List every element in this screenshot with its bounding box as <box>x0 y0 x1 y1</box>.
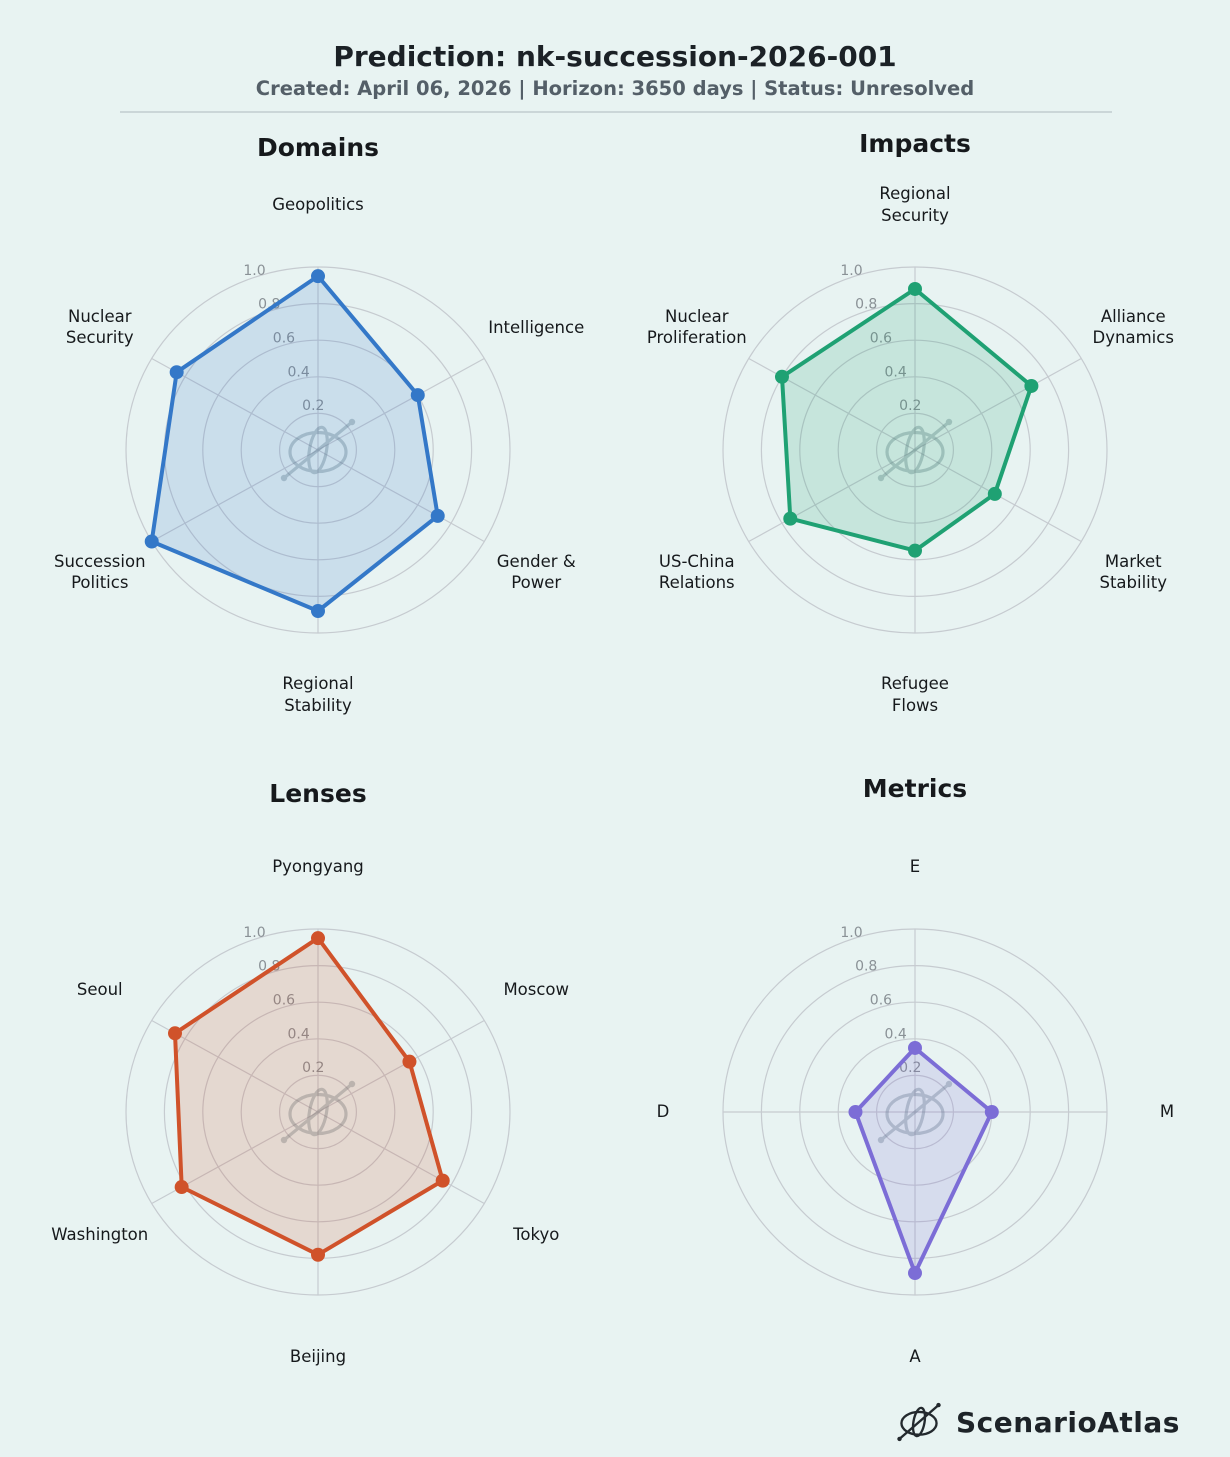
axis-label-e: E <box>909 857 921 877</box>
axis-spoke <box>317 1111 485 1205</box>
radial-tick-label: 0.2 <box>899 398 921 414</box>
axis-label-succession-politics: Succession Politics <box>53 551 146 593</box>
lenses-vertex-washington <box>174 1180 189 1195</box>
axis-spoke <box>317 449 485 543</box>
scenarioatlas-watermark-icon <box>877 418 953 482</box>
radial-tick-label: 0.2 <box>302 398 324 414</box>
axis-label-a: A <box>909 1347 921 1367</box>
radial-tick-label: 0.4 <box>287 364 309 380</box>
impacts-vertex-us-china-relations <box>783 511 798 526</box>
radial-tick-label: 0.8 <box>258 297 280 313</box>
radial-tick-label: 1.0 <box>840 263 862 279</box>
radial-tick-label: 0.2 <box>302 1060 324 1076</box>
impacts-vertex-alliance-dynamics <box>1024 378 1039 393</box>
domains-data-polygon <box>149 274 440 613</box>
axis-label-us-china-relations: US-China Relations <box>658 551 735 593</box>
radial-tick-label: 0.6 <box>273 993 295 1009</box>
scenarioatlas-watermark-icon <box>280 418 356 482</box>
axis-spoke <box>151 449 319 543</box>
radial-tick-label: 0.4 <box>884 1026 906 1042</box>
impacts-vertex-nuclear-proliferation <box>774 369 789 384</box>
axis-label-nuclear-proliferation: Nuclear Proliferation <box>646 306 747 348</box>
axis-label-alliance-dynamics: Alliance Dynamics <box>1092 306 1174 348</box>
axis-label-tokyo: Tokyo <box>513 1224 560 1244</box>
axis-label-pyongyang: Pyongyang <box>272 857 364 877</box>
radial-tick-label: 1.0 <box>243 263 265 279</box>
domains-vertex-nuclear-security <box>169 365 184 380</box>
radial-tick-label: 0.4 <box>287 1026 309 1042</box>
axis-spoke <box>317 357 485 451</box>
axis-label-moscow: Moscow <box>503 979 570 999</box>
impacts-vertex-refugee-flows <box>908 543 922 558</box>
domains-vertex-geopolitics <box>311 269 325 284</box>
metrics-vertex-e <box>908 1040 922 1055</box>
lenses-vertex-pyongyang <box>311 931 325 946</box>
axis-label-m: M <box>1159 1102 1175 1122</box>
impacts-data-polygon <box>780 287 1034 553</box>
domains-vertex-regional-stability <box>311 604 325 619</box>
axis-label-refugee-flows: Refugee Flows <box>881 674 949 715</box>
axis-spoke <box>748 449 916 543</box>
page-title: Prediction: nk-succession-2026-001 <box>333 40 897 73</box>
radial-tick-label: 0.6 <box>273 331 295 347</box>
axis-label-intelligence: Intelligence <box>488 317 585 337</box>
domains-radar-chart: 0.2 0.4 0.6 0.8 1.0 <box>125 263 511 634</box>
axis-label-nuclear-security: Nuclear Security <box>65 306 134 348</box>
header-divider <box>120 111 1112 113</box>
lenses-vertex-tokyo <box>435 1173 450 1188</box>
metrics-vertex-d <box>848 1105 863 1119</box>
lenses-data-polygon <box>173 936 445 1257</box>
impacts-vertex-regional-security <box>908 281 922 296</box>
chart-title-lenses: Lenses <box>269 779 367 808</box>
axis-label-d: D <box>656 1102 670 1122</box>
scenarioatlas-watermark-icon <box>877 1080 953 1144</box>
impacts-radar-chart: 0.2 0.4 0.6 0.8 1.0 <box>722 263 1108 634</box>
axis-label-regional-security: Regional Security <box>879 184 951 225</box>
metrics-vertex-m <box>984 1105 999 1119</box>
scenarioatlas-watermark-icon <box>280 1080 356 1144</box>
scenarioatlas-logo-icon <box>897 1402 941 1442</box>
radial-tick-label: 1.0 <box>840 925 862 941</box>
domains-vertex-gender-power <box>430 508 445 523</box>
domains-vertex-intelligence <box>410 388 425 403</box>
lenses-vertex-beijing <box>311 1247 325 1262</box>
radial-tick-label: 0.4 <box>884 364 906 380</box>
axis-label-regional-stability: Regional Stability <box>282 674 354 715</box>
radial-tick-label: 1.0 <box>243 925 265 941</box>
domains-vertex-succession-politics <box>144 534 159 549</box>
brand-name: ScenarioAtlas <box>956 1405 1180 1439</box>
axis-label-market-stability: Market Stability <box>1099 551 1167 593</box>
chart-title-metrics: Metrics <box>862 774 968 803</box>
impacts-vertex-market-stability <box>987 486 1002 501</box>
chart-title-impacts: Impacts <box>859 129 971 158</box>
axis-spoke <box>914 357 1082 451</box>
radial-tick-label: 0.6 <box>870 993 892 1009</box>
metrics-radar-chart: 0.2 0.4 0.6 0.8 1.0 <box>722 925 1108 1296</box>
axis-label-geopolitics: Geopolitics <box>272 195 364 215</box>
axis-label-gender-power: Gender & Power <box>496 551 576 593</box>
metrics-data-polygon <box>853 1046 994 1275</box>
radial-tick-label: 0.6 <box>870 331 892 347</box>
metrics-vertex-a <box>908 1266 922 1281</box>
lenses-vertex-moscow <box>402 1054 417 1069</box>
radial-tick-label: 0.8 <box>855 959 877 975</box>
page-subtitle: Created: April 06, 2026 | Horizon: 3650 … <box>255 77 975 100</box>
radial-tick-label: 0.2 <box>899 1060 921 1076</box>
radial-tick-label: 0.8 <box>855 297 877 313</box>
axis-spoke <box>317 1019 485 1113</box>
axis-label-beijing: Beijing <box>289 1347 347 1367</box>
axis-label-washington: Washington <box>51 1224 149 1244</box>
lenses-vertex-seoul <box>168 1026 183 1041</box>
brand-footer: ScenarioAtlas <box>893 1396 1180 1448</box>
chart-title-domains: Domains <box>256 133 380 162</box>
lenses-radar-chart: 0.2 0.4 0.6 0.8 1.0 <box>125 925 511 1296</box>
axis-label-seoul: Seoul <box>76 979 123 999</box>
radial-tick-label: 0.8 <box>258 959 280 975</box>
